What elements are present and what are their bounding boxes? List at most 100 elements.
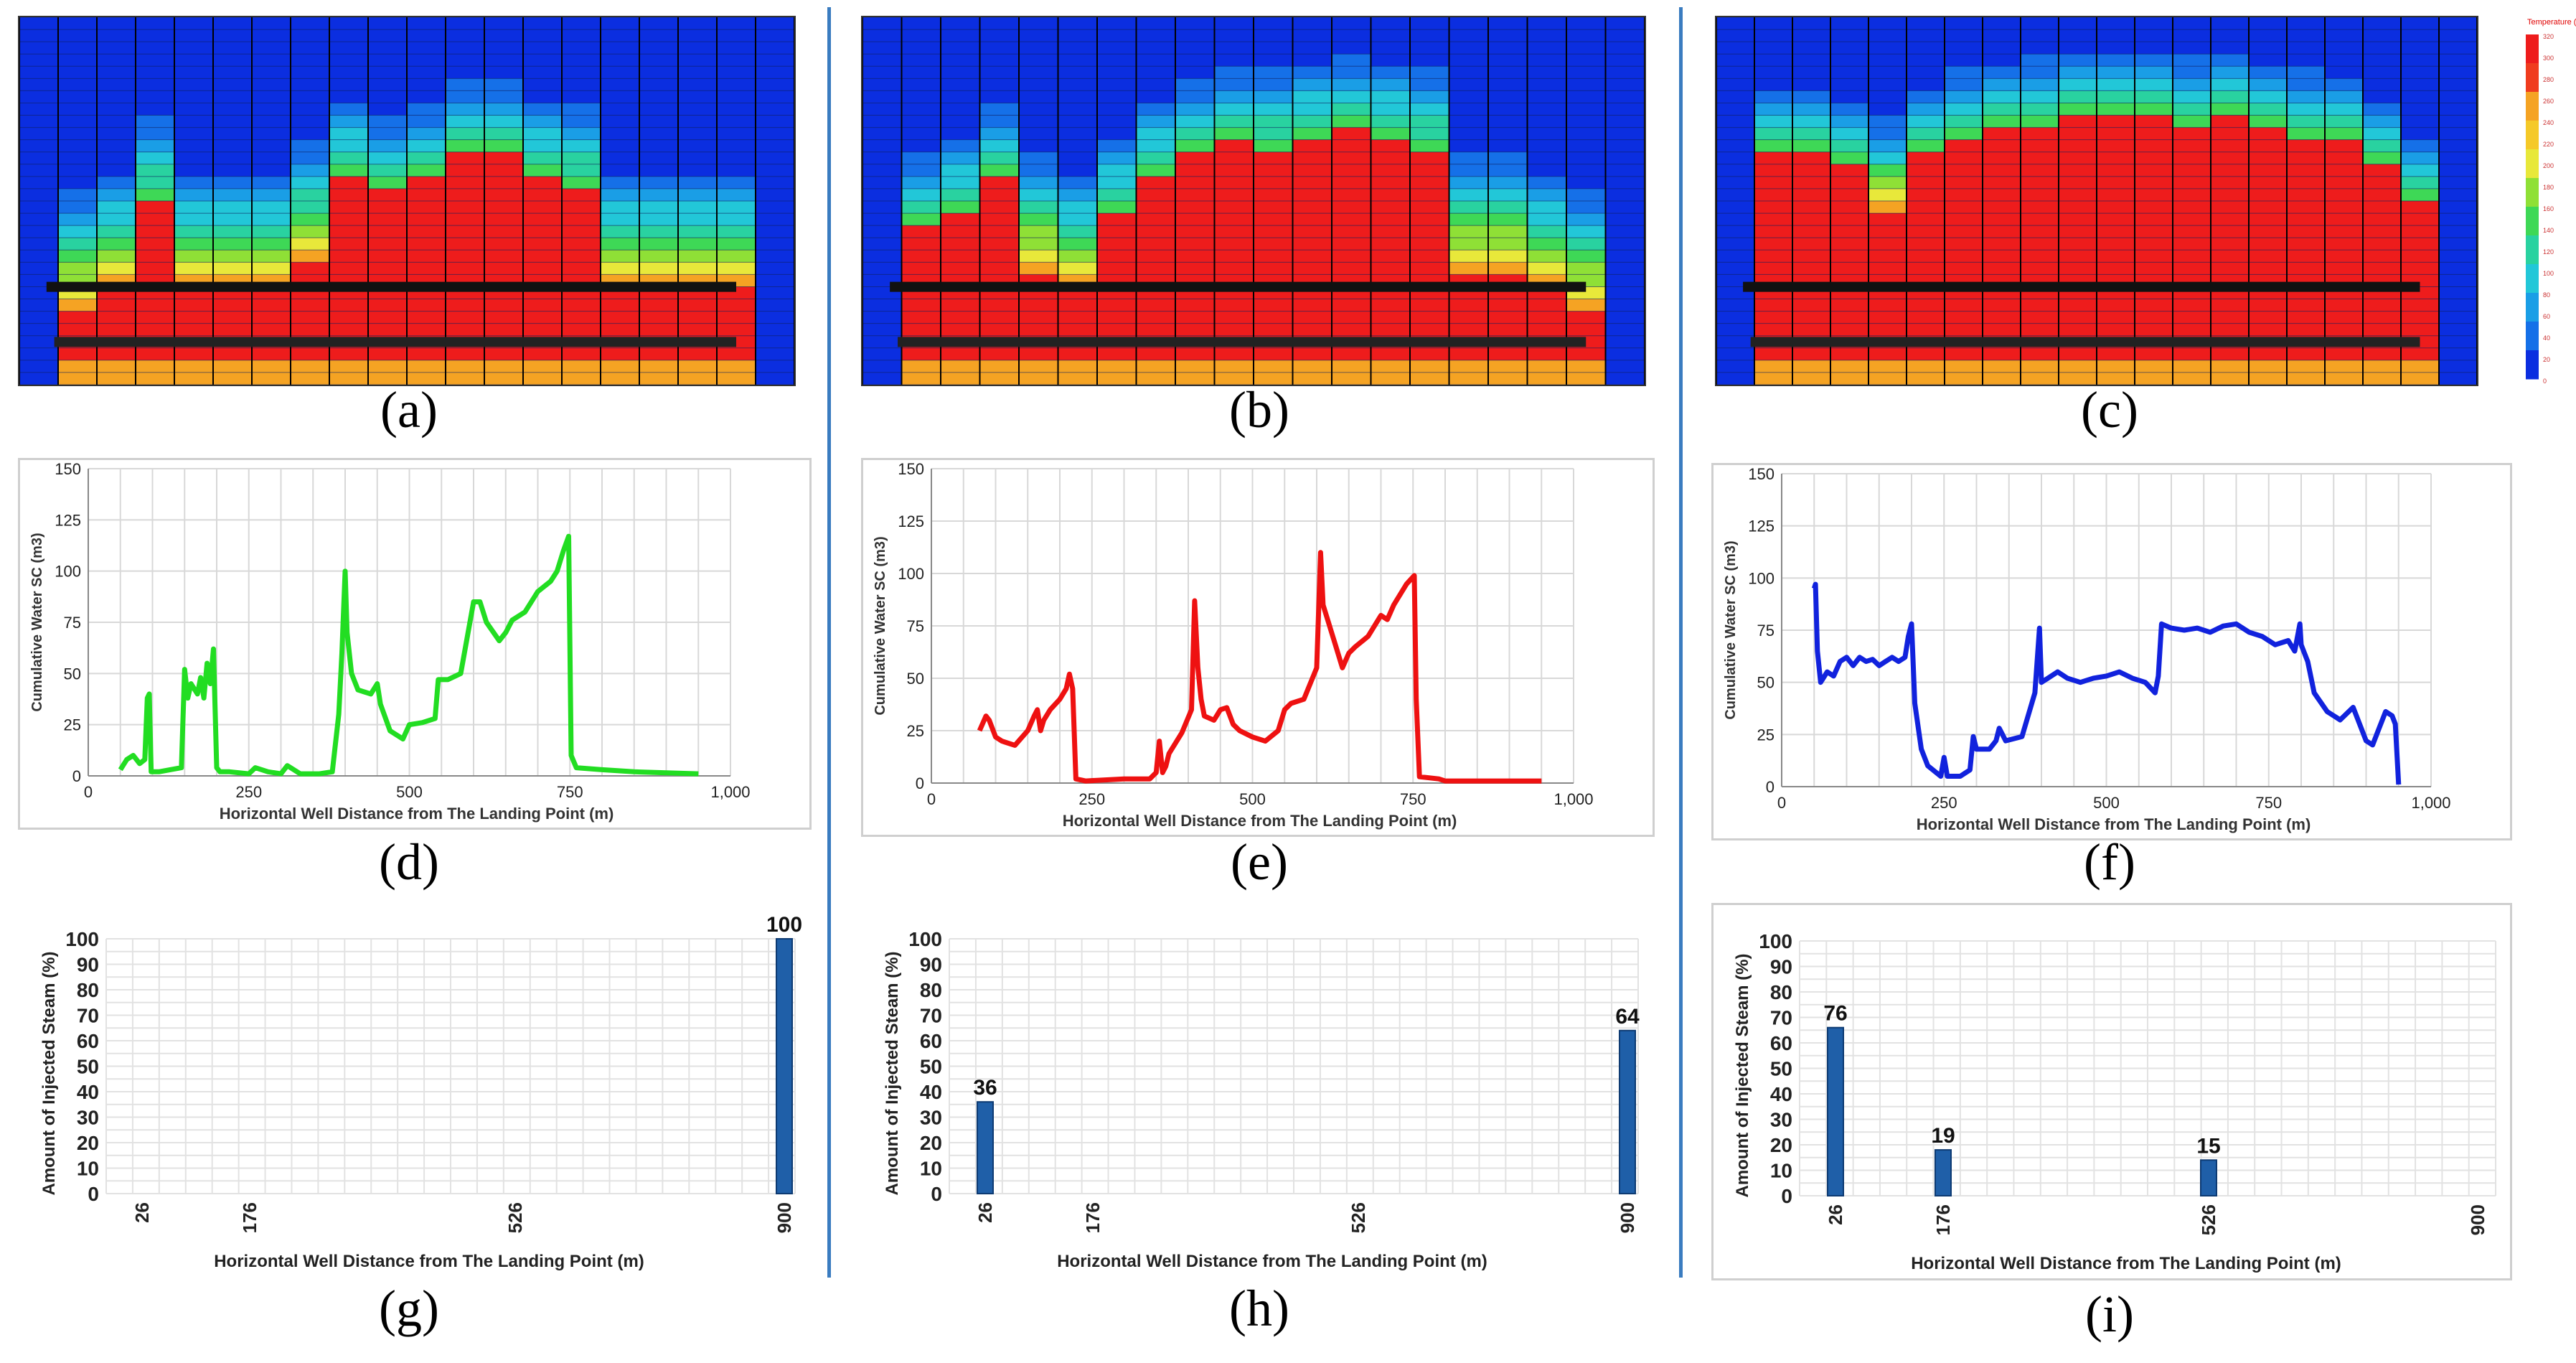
heatmap-cell <box>1254 54 1293 67</box>
heatmap-cell <box>1449 347 1489 361</box>
heatmap-cell <box>2059 151 2097 165</box>
heatmap-cell <box>1488 299 1528 312</box>
heatmap-cell <box>291 90 330 103</box>
heatmap-cell <box>19 29 59 42</box>
heatmap-cell <box>1136 78 1176 91</box>
heatmap-cell <box>446 78 485 91</box>
heatmap-cell <box>368 54 408 67</box>
heatmap-cell <box>213 188 253 202</box>
heatmap-cell <box>562 250 601 263</box>
heatmap-cell <box>2135 213 2173 226</box>
heatmap-cell <box>2249 127 2288 141</box>
heatmap-cell <box>291 299 330 312</box>
heatmap-cell <box>2401 323 2440 337</box>
heatmap-cell <box>756 250 794 263</box>
bar-data-label: 64 <box>1615 1005 1640 1029</box>
heatmap-cell <box>1566 54 1606 67</box>
heatmap-cell <box>329 164 369 177</box>
heatmap-cell <box>2059 323 2097 337</box>
heatmap-cell <box>252 66 291 79</box>
heatmap-cell <box>862 238 902 250</box>
legend-swatch <box>2526 293 2539 322</box>
heatmap-cell <box>717 103 756 116</box>
heatmap-cell <box>97 42 136 55</box>
heatmap-cell <box>1527 299 1567 312</box>
heatmap-cell <box>1371 29 1411 42</box>
heatmap-cell <box>136 262 175 275</box>
heatmap-cell <box>1907 311 1945 324</box>
heatmap-cell <box>1716 103 1755 116</box>
heatmap-cell <box>678 188 718 202</box>
heatmap-cell <box>1754 42 1793 55</box>
heatmap-cell <box>2401 250 2440 263</box>
heatmap-cell <box>1410 238 1449 250</box>
heatmap-cell <box>1058 213 1098 226</box>
heatmap-cell <box>1566 347 1606 361</box>
y-tick-label: 0 <box>1766 778 1774 796</box>
heatmap-cell <box>1868 54 1907 67</box>
heatmap-cell <box>862 17 902 30</box>
heatmap-cell <box>174 90 214 103</box>
heatmap-cell <box>2135 323 2173 337</box>
heatmap-cell <box>1488 262 1528 275</box>
y-tick-label: 30 <box>77 1107 99 1129</box>
heatmap-cell <box>1945 90 1983 103</box>
heatmap-cell <box>1332 262 1371 275</box>
heatmap-cell <box>1292 188 1332 202</box>
heatmap-cell <box>562 311 601 324</box>
heatmap-cell <box>1983 17 2021 30</box>
heatmap-cell <box>2211 250 2250 263</box>
x-axis-label: Horizontal Well Distance from The Landin… <box>220 805 614 823</box>
heatmap-cell <box>2401 139 2440 153</box>
heatmap-cell <box>756 201 794 214</box>
heatmap-cell <box>523 323 563 337</box>
heatmap-cell <box>1214 262 1254 275</box>
heatmap-cell <box>523 213 563 226</box>
heatmap-cell <box>756 17 794 30</box>
heatmap-cell <box>2059 238 2097 250</box>
heatmap-cell <box>1175 17 1215 30</box>
heatmap-cell <box>58 151 98 165</box>
heatmap-cell <box>213 213 253 226</box>
heatmap-cell <box>97 54 136 67</box>
y-tick-label: 20 <box>920 1132 942 1154</box>
heatmap-cell <box>941 347 980 361</box>
heatmap-cell <box>1792 250 1831 263</box>
heatmap-cell <box>862 42 902 55</box>
heatmap-cell <box>1792 188 1831 202</box>
heatmap-cell <box>2021 176 2059 189</box>
heatmap-cell <box>1214 225 1254 238</box>
heatmap-cell <box>19 262 59 275</box>
heatmap-cell <box>252 238 291 250</box>
heatmap-cell <box>446 299 485 312</box>
heatmap-cell <box>1754 139 1793 153</box>
heatmap-cell <box>252 139 291 153</box>
heatmap-cell <box>862 250 902 263</box>
heatmap-cell <box>2059 17 2097 30</box>
heatmap-cell <box>979 90 1020 103</box>
heatmap-cell <box>2097 250 2135 263</box>
heatmap-cell <box>2059 299 2097 312</box>
heatmap-cell <box>2249 347 2288 361</box>
heatmap-cell <box>2097 17 2135 30</box>
heatmap-cell <box>678 54 718 67</box>
legend-swatch <box>2526 178 2539 207</box>
heatmap-cell <box>2287 201 2326 214</box>
heatmap-cell <box>1983 250 2021 263</box>
heatmap-cell <box>1983 372 2021 385</box>
heatmap-cell <box>2363 164 2402 177</box>
heatmap-cell <box>1214 213 1254 226</box>
heatmap-cell <box>484 103 524 116</box>
heatmap-cell <box>901 115 941 128</box>
panel-label-f: (f) <box>2084 833 2135 891</box>
heatmap-cell <box>2325 238 2364 250</box>
heatmap-cell <box>678 311 718 324</box>
heatmap-cell <box>678 103 718 116</box>
heatmap-cell <box>1868 311 1907 324</box>
heatmap-cell <box>1371 127 1411 141</box>
heatmap-cell <box>1830 238 1869 250</box>
heatmap-cell <box>756 213 794 226</box>
heatmap-cell <box>2135 54 2173 67</box>
heatmap-cell <box>1019 311 1058 324</box>
